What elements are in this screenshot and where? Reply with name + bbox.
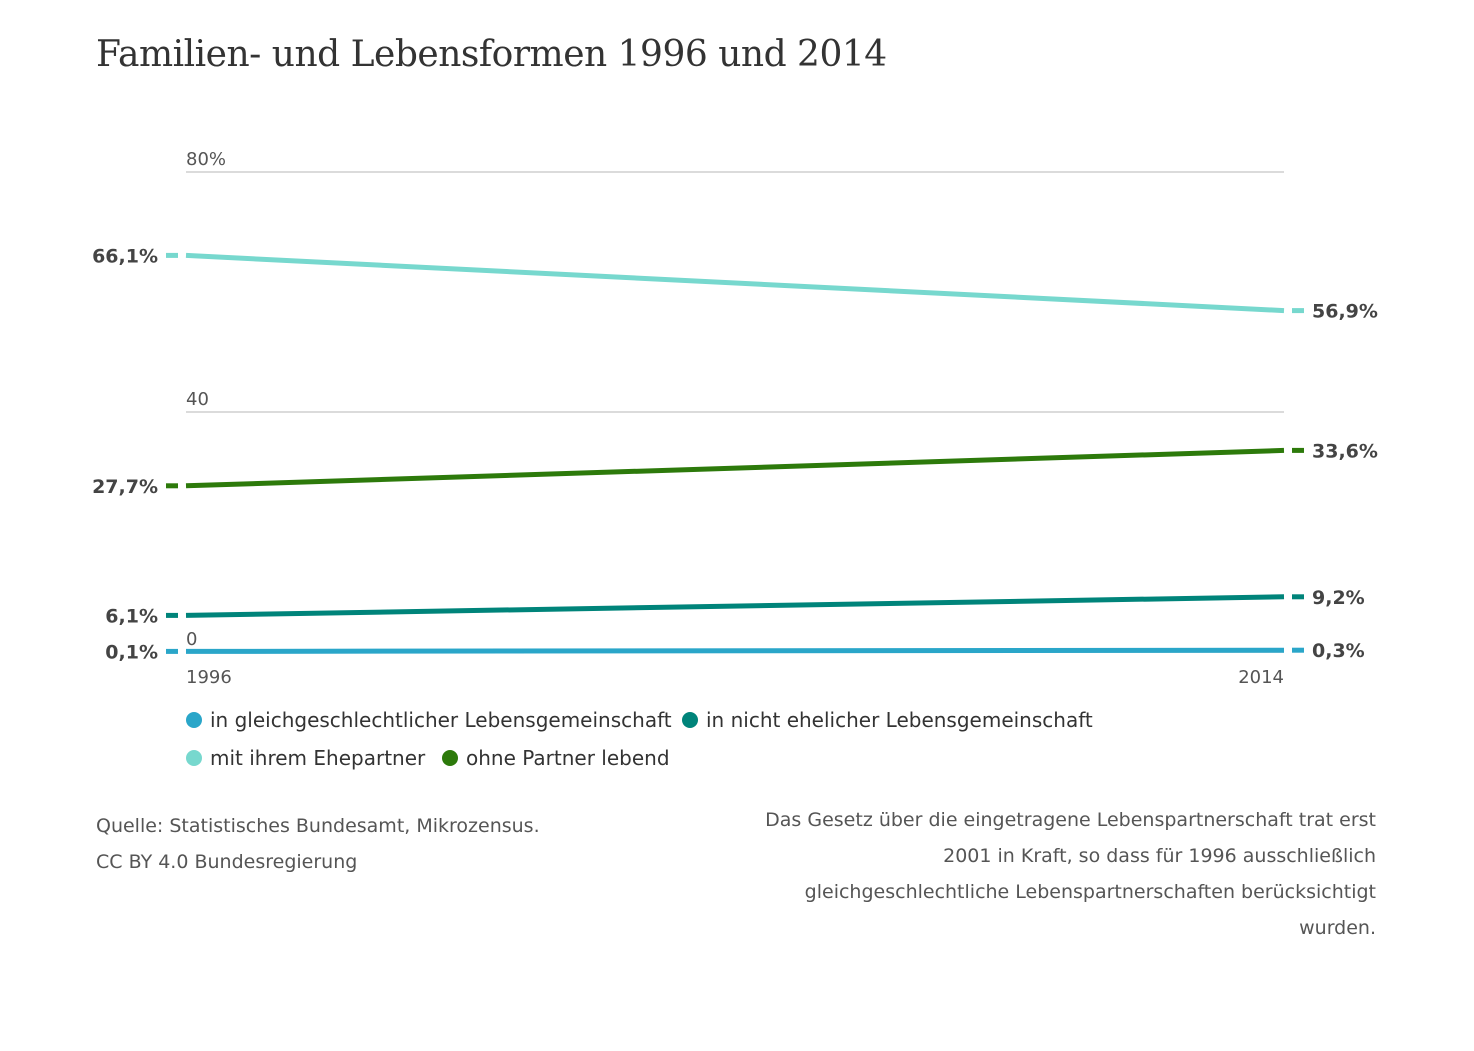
data-label: 33,6% [1312, 440, 1378, 462]
data-label: 6,1% [105, 605, 158, 627]
legend-item-single: ohne Partner lebend [442, 746, 670, 770]
chart-title: Familien- und Lebensformen 1996 und 2014 [96, 34, 887, 75]
data-label: 0,3% [1312, 640, 1365, 662]
legend-label: in nicht ehelicher Lebensgemeinschaft [706, 708, 1093, 732]
data-label: 66,1% [92, 245, 158, 267]
legend-item-same-sex: in gleichgeschlechtlicher Lebensgemeinsc… [186, 708, 672, 732]
series-line [185, 647, 1285, 654]
line-chart: 80% 40 0 1996 2014 0,1% 0,3% 6,1% 9,2% 66,1% 56,9%… [92, 149, 1378, 688]
legend-label: mit ihrem Ehepartner [210, 746, 426, 770]
source-text: Quelle: Statistisches Bundesamt, Mikroze… [96, 808, 540, 880]
data-label: 9,2% [1312, 587, 1365, 609]
data-label: 27,7% [92, 476, 158, 498]
series-line [185, 594, 1285, 618]
legend-item-unmarried: in nicht ehelicher Lebensgemeinschaft [682, 708, 1093, 732]
x-tick-label: 2014 [1238, 667, 1284, 688]
legend-dot [186, 750, 202, 766]
x-tick-label: 1996 [186, 667, 232, 688]
data-label: 0,1% [105, 641, 158, 663]
legend-dot [442, 750, 458, 766]
y-tick-label: 0 [186, 629, 197, 650]
legend-dot [682, 712, 698, 728]
legend-label: in gleichgeschlechtlicher Lebensgemeinsc… [210, 708, 672, 732]
series-line [185, 252, 1285, 314]
legend-dot [186, 712, 202, 728]
y-tick-label: 80% [186, 149, 226, 170]
data-label: 56,9% [1312, 301, 1378, 323]
license-line: CC BY 4.0 Bundesregierung [96, 851, 358, 873]
series-line [185, 447, 1285, 489]
legend-item-married: mit ihrem Ehepartner [186, 746, 425, 770]
y-tick-label: 40 [186, 389, 209, 410]
footnote: Das Gesetz über die eingetragene Lebensp… [765, 809, 1376, 939]
source-line: Quelle: Statistisches Bundesamt, Mikroze… [96, 815, 540, 837]
legend-label: ohne Partner lebend [466, 746, 670, 770]
